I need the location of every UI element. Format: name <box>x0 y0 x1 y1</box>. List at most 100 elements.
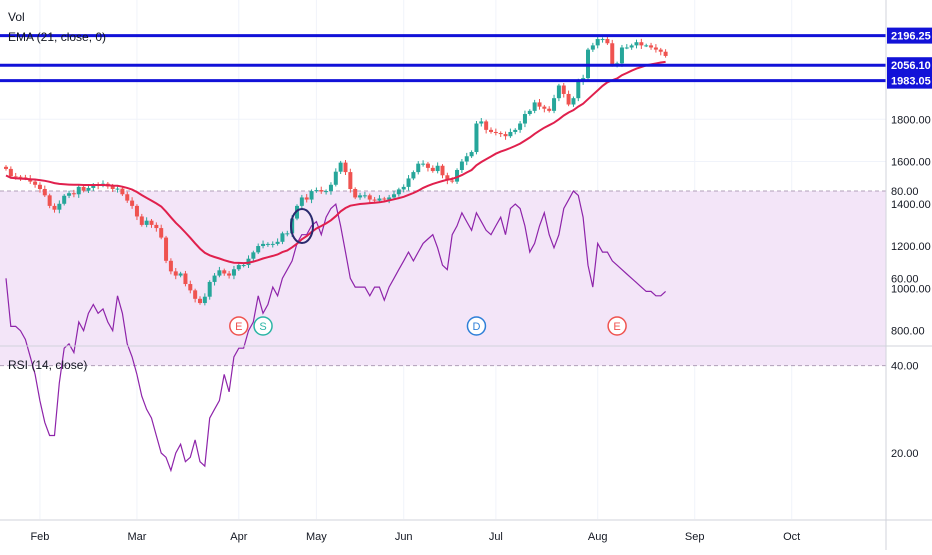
candle-body <box>513 129 518 132</box>
candle <box>231 265 236 280</box>
rsi-band <box>0 191 886 366</box>
candle-body <box>455 169 460 182</box>
candle <box>125 191 130 203</box>
candle <box>275 238 280 246</box>
candle <box>149 218 154 228</box>
candle <box>619 44 624 67</box>
candle-body <box>183 273 188 285</box>
candle <box>42 185 47 198</box>
candle <box>37 182 42 193</box>
event-marker: S <box>253 316 273 336</box>
candle-body <box>663 51 668 56</box>
candle-body <box>164 237 169 261</box>
candle <box>227 270 232 279</box>
candle <box>508 128 513 138</box>
candle <box>256 243 261 255</box>
candle <box>367 193 372 204</box>
candle <box>207 280 212 300</box>
candle <box>649 42 654 50</box>
candle-body <box>159 228 164 238</box>
candle-body <box>382 198 387 200</box>
candle-body <box>634 42 639 46</box>
candle-body <box>605 39 610 44</box>
time-tick-label: Mar <box>127 531 146 543</box>
rsi-tick-label: 20.00 <box>891 448 919 460</box>
candle-body <box>333 171 338 185</box>
candle-body <box>542 106 547 109</box>
candle <box>173 267 178 280</box>
candle-body <box>532 102 537 111</box>
candle-body <box>227 273 232 276</box>
event-marker: E <box>607 316 627 336</box>
candle <box>474 120 479 155</box>
candle <box>338 160 343 175</box>
candle <box>425 161 430 172</box>
candle <box>556 83 561 102</box>
time-tick-label: Oct <box>783 531 800 543</box>
candle-body <box>241 265 246 267</box>
rsi-tick-label: 80.00 <box>891 186 919 198</box>
candle <box>576 78 581 102</box>
candle-body <box>353 188 358 198</box>
candle <box>629 43 634 50</box>
candle <box>590 42 595 52</box>
rsi-axis: 20.00 40.00 60.00 80.00 <box>891 186 919 460</box>
candle-body <box>76 186 81 195</box>
candle-body <box>556 85 561 99</box>
candle <box>493 128 498 136</box>
candle <box>644 43 649 48</box>
candle <box>624 44 629 50</box>
candle-body <box>130 200 135 206</box>
candle <box>168 258 173 275</box>
candle-body <box>566 93 571 105</box>
level-price-tag-label: 2056.10 <box>891 60 931 72</box>
candle <box>542 104 547 113</box>
candle <box>639 38 644 49</box>
candle-body <box>125 194 130 201</box>
candle-body <box>658 49 663 52</box>
candles <box>4 35 668 306</box>
ema-legend: EMA (21, close, 0) <box>8 30 106 44</box>
candle-body <box>595 39 600 46</box>
candle-body <box>280 233 285 242</box>
candle <box>299 194 304 209</box>
candle-body <box>416 163 421 173</box>
candle <box>120 186 125 196</box>
candle-body <box>430 167 435 172</box>
candle-body <box>265 243 270 245</box>
candle <box>304 194 309 203</box>
candle-body <box>435 165 440 172</box>
candle <box>130 197 135 209</box>
candle-body <box>362 195 367 197</box>
candle-body <box>649 45 654 48</box>
candle <box>358 192 363 200</box>
candle <box>198 296 202 305</box>
candle <box>188 280 193 294</box>
candle-body <box>619 47 624 64</box>
candle <box>285 230 290 237</box>
time-tick-label: Feb <box>30 531 49 543</box>
candle-body <box>149 220 154 225</box>
candle-body <box>576 81 581 99</box>
candle-body <box>275 241 280 244</box>
candle-body <box>115 188 120 190</box>
candle-body <box>251 252 256 259</box>
candle-body <box>217 270 222 276</box>
candle-body <box>387 197 392 200</box>
candle-body <box>37 184 42 189</box>
candle-body <box>198 298 202 304</box>
candle <box>33 179 38 188</box>
candle-body <box>624 47 629 49</box>
candle <box>134 204 139 221</box>
candle <box>57 200 62 214</box>
candle <box>71 189 76 198</box>
candle <box>139 213 144 227</box>
candle-body <box>377 198 382 201</box>
candle <box>67 190 72 199</box>
candle <box>353 187 358 200</box>
time-axis: Feb Mar Apr May Jun Jul Aug Sep Oct <box>30 531 800 543</box>
candle <box>212 273 217 286</box>
event-marker-circle <box>607 316 627 336</box>
